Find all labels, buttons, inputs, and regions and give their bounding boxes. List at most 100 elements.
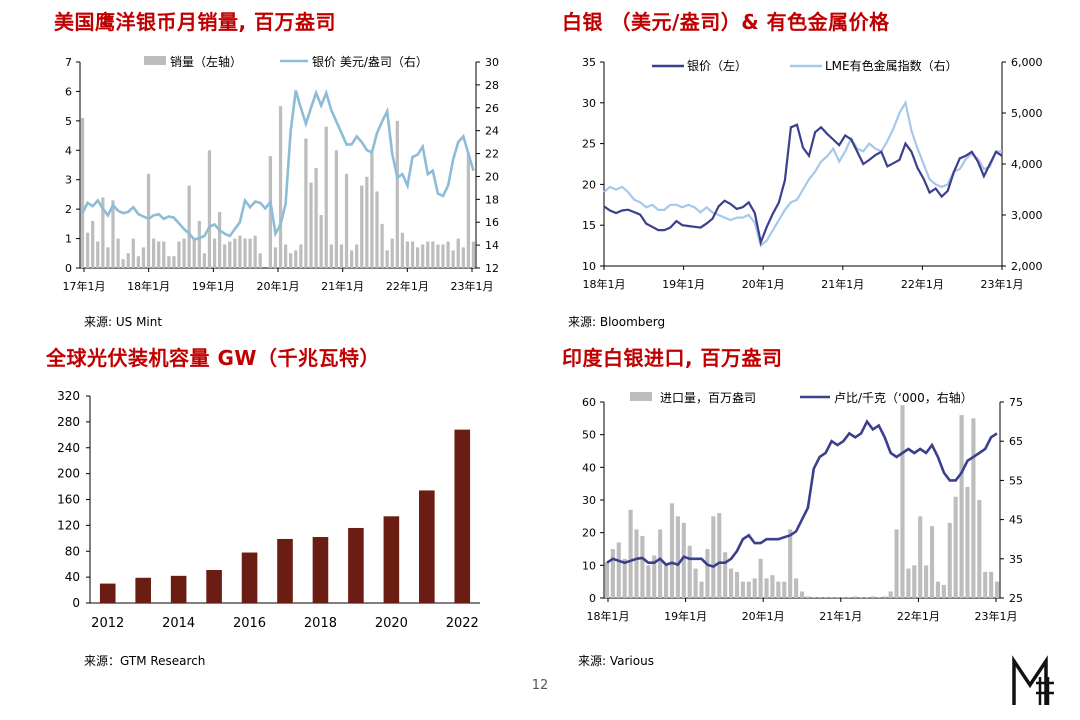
bar xyxy=(217,212,222,268)
bar xyxy=(207,150,212,268)
bar xyxy=(900,405,905,598)
bar xyxy=(965,486,970,598)
bar xyxy=(80,117,85,269)
y-right-tick-label: 6,000 xyxy=(1011,56,1043,69)
bar xyxy=(415,247,420,268)
y-left-tick-label: 35 xyxy=(582,56,596,69)
bar xyxy=(610,549,615,598)
bar xyxy=(935,581,941,598)
x-tick-label: 2012 xyxy=(91,616,124,631)
bar xyxy=(859,597,864,598)
y-right-tick-label: 3,000 xyxy=(1011,209,1043,222)
y-right-tick-label: 5,000 xyxy=(1011,107,1043,120)
y-tick-label: 40 xyxy=(65,570,80,584)
bar xyxy=(146,173,151,268)
legend-label-line: 卢比/千克（‘000，右轴） xyxy=(834,390,973,405)
y-left-tick-label: 25 xyxy=(582,138,596,151)
bar xyxy=(436,244,440,268)
y-tick-label: 320 xyxy=(57,389,80,403)
brand-logo-icon xyxy=(1012,655,1054,705)
bar xyxy=(99,583,116,603)
source-india: 来源: Various xyxy=(578,654,654,668)
y-tick-label: 0 xyxy=(72,596,80,610)
x-tick-label: 21年1月 xyxy=(819,609,862,623)
y-right-tick-label: 22 xyxy=(485,148,499,161)
bar xyxy=(740,581,745,598)
bar xyxy=(136,256,141,268)
bar xyxy=(466,153,471,268)
bar xyxy=(289,253,293,268)
bar xyxy=(461,247,465,268)
bar xyxy=(390,238,394,268)
bar xyxy=(441,244,445,268)
bar xyxy=(192,238,196,268)
x-tick-label: 23年1月 xyxy=(981,277,1024,291)
y-left-tick-label: 2 xyxy=(65,203,72,216)
y-tick-label: 120 xyxy=(57,518,80,532)
bar xyxy=(299,244,303,268)
y-right-tick-label: 18 xyxy=(485,193,499,206)
bar xyxy=(446,241,450,268)
bar xyxy=(314,167,318,268)
bar xyxy=(312,537,329,603)
bar xyxy=(334,150,339,268)
bar xyxy=(395,120,399,268)
bar xyxy=(370,153,374,268)
y-left-tick-label: 1 xyxy=(65,233,72,246)
bar xyxy=(989,571,994,598)
bar xyxy=(319,215,323,268)
bar xyxy=(764,578,769,598)
y-right-tick-label: 14 xyxy=(485,239,499,252)
x-tick-label: 21年1月 xyxy=(821,277,864,291)
bar xyxy=(233,238,237,268)
bar xyxy=(426,241,430,268)
bar xyxy=(228,241,232,268)
bar xyxy=(941,584,946,598)
y-left-tick-label: 30 xyxy=(582,97,596,110)
legend-swatch-bar xyxy=(144,56,166,65)
y-right-tick-label: 12 xyxy=(485,262,499,275)
page-number: 12 xyxy=(531,678,549,693)
bar xyxy=(711,516,716,598)
bar xyxy=(669,503,675,598)
source-silver-lme: 来源: Bloomberg xyxy=(568,315,666,329)
y-left-tick-label: 5 xyxy=(65,115,72,128)
bar xyxy=(646,565,651,598)
bar xyxy=(640,535,645,598)
bar xyxy=(811,597,816,598)
legend-label-bar: 销量（左轴） xyxy=(170,54,242,69)
bar xyxy=(197,220,201,268)
bar xyxy=(717,513,722,598)
bar xyxy=(471,241,476,268)
legend-label-silver: 银价（左） xyxy=(687,58,747,73)
bar xyxy=(723,552,728,598)
bar xyxy=(324,126,328,268)
bar xyxy=(157,241,161,268)
bar xyxy=(248,238,252,268)
bar xyxy=(687,545,692,598)
bar xyxy=(253,235,257,268)
page-title-eagle: 美国鹰洋银币月销量, 百万盎司 xyxy=(54,10,337,34)
bar xyxy=(758,558,763,598)
bar xyxy=(882,596,887,598)
y-tick-label: 80 xyxy=(65,544,80,558)
bar xyxy=(170,575,187,603)
bar xyxy=(994,581,1000,598)
bar xyxy=(202,253,207,268)
bar xyxy=(699,581,704,598)
series-line xyxy=(606,419,998,569)
series-line xyxy=(81,88,475,241)
x-tick-label: 23年1月 xyxy=(975,609,1018,623)
page-title-silver-lme: 白银 （美元/盎司）& 有色金属价格 xyxy=(562,10,890,34)
y-left-tick-label: 4 xyxy=(65,144,72,157)
bar xyxy=(431,241,435,268)
bar xyxy=(705,549,710,598)
source-solar: 来源：GTM Research xyxy=(84,654,206,668)
bar xyxy=(799,591,805,598)
y-right-tick-label: 24 xyxy=(485,125,499,138)
y-tick-label: 200 xyxy=(57,467,80,481)
y-right-tick-label: 55 xyxy=(1009,474,1023,487)
bar xyxy=(729,568,734,598)
y-left-tick-label: 0 xyxy=(65,262,72,275)
bar xyxy=(622,558,627,598)
